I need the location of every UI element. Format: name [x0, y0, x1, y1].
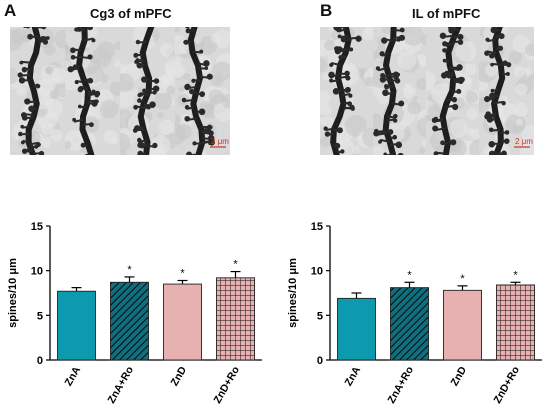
dendrite-micrograph: [120, 27, 175, 155]
scale-bar-label: 2 μm: [211, 137, 229, 146]
x-tick-label: ZnA+Ro: [105, 365, 136, 406]
dendrite-micrograph: 2 μm: [479, 27, 534, 155]
bar-znd: [163, 283, 202, 361]
x-tick-label: ZnA+Ro: [385, 365, 416, 406]
dendrite-micrograph: [320, 27, 375, 155]
spine-density-chart-b: 0 5 10 15 spines/10 μm ZnA * ZnA+Ro * ZnD * ZnD+Ro: [287, 221, 542, 406]
y-tick-label: 10: [311, 266, 323, 278]
x-tick-label: ZnD+Ro: [211, 365, 242, 406]
x-tick-label: ZnA: [342, 364, 363, 388]
dendrite-micrograph: [65, 27, 120, 155]
scale-bar-label: 2 μm: [515, 137, 533, 146]
dendrite-micrograph: 2 μm: [175, 27, 230, 155]
bar-znd: [443, 289, 482, 361]
panel-b-letter: B: [320, 1, 333, 20]
dendrite-micrograph: [10, 27, 65, 155]
x-tick-label: ZnD: [168, 364, 189, 388]
bar-znd-plus-ro: [496, 284, 535, 361]
y-tick-label: 15: [311, 221, 323, 233]
bar-znd-plus-ro: [216, 277, 255, 361]
y-axis-label: spines/10 μm: [287, 258, 299, 328]
y-axis-label: spines/10 μm: [7, 258, 19, 328]
significance-marker: *: [233, 259, 238, 271]
significance-marker: *: [513, 269, 518, 281]
significance-marker: *: [127, 264, 132, 276]
panel-a-letter: A: [4, 1, 17, 20]
dendrite-micrograph: [373, 27, 428, 155]
significance-marker: *: [407, 269, 412, 281]
dendrite-micrograph: [426, 27, 481, 155]
bar-zna-plus-ro: [110, 281, 149, 361]
x-tick-label: ZnA: [62, 364, 83, 388]
y-tick-label: 5: [37, 310, 43, 322]
y-tick-label: 5: [317, 310, 323, 322]
significance-marker: *: [460, 273, 465, 285]
bar-zna-plus-ro: [390, 287, 429, 361]
y-tick-label: 10: [31, 266, 43, 278]
bar-zna: [337, 297, 376, 361]
spine-density-chart-a: 0 5 10 15 spines/10 μm ZnA * ZnA+Ro * ZnD * ZnD+Ro: [7, 221, 262, 406]
x-tick-label: ZnD+Ro: [491, 365, 522, 406]
y-tick-label: 0: [37, 355, 43, 367]
y-tick-label: 0: [317, 355, 323, 367]
bar-zna: [57, 290, 96, 361]
panel-a-title: Cg3 of mPFC: [90, 6, 172, 21]
significance-marker: *: [180, 267, 185, 279]
x-tick-label: ZnD: [448, 364, 469, 388]
y-tick-label: 15: [31, 221, 43, 233]
panel-b-title: IL of mPFC: [412, 6, 481, 21]
